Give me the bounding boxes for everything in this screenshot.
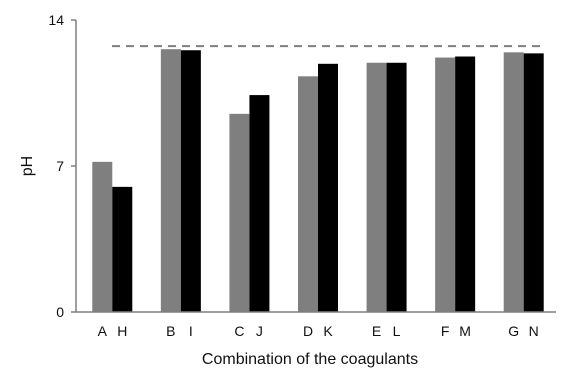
y-tick-label: 0	[56, 304, 64, 320]
bars-layer	[92, 49, 544, 312]
x-tick-label-B: B	[166, 323, 175, 339]
x-tick-label-G: G	[508, 323, 519, 339]
y-tick-label: 7	[56, 158, 64, 174]
bar-G	[503, 52, 524, 312]
x-tick-label-J: J	[256, 323, 263, 339]
bar-E	[366, 62, 387, 312]
bar-A	[92, 161, 113, 312]
x-axis-title: Combination of the coagulants	[202, 351, 418, 368]
y-axis-title: pH	[19, 156, 36, 176]
x-tick-label-K: K	[323, 323, 333, 339]
bar-K	[318, 63, 338, 312]
bar-F	[435, 57, 456, 312]
bar-N	[523, 53, 544, 312]
bar-L	[386, 62, 407, 312]
bar-M	[455, 56, 476, 312]
bar-I	[180, 50, 201, 312]
x-tick-label-D: D	[303, 323, 313, 339]
x-tick-label-L: L	[393, 323, 401, 339]
y-tick-label: 14	[48, 12, 64, 28]
x-tick-label-N: N	[529, 323, 539, 339]
x-tick-label-F: F	[441, 323, 450, 339]
x-tick-label-I: I	[189, 323, 193, 339]
x-tick-label-C: C	[234, 323, 244, 339]
ticks-layer: A H B I C J D K E L F M G N 0 7 14	[48, 12, 538, 339]
x-tick-label-M: M	[459, 323, 471, 339]
bar-B	[160, 49, 181, 312]
bar-D	[298, 76, 318, 312]
x-tick-label-A: A	[98, 323, 108, 339]
bar-H	[112, 186, 133, 312]
x-tick-label-E: E	[372, 323, 381, 339]
x-tick-label-H: H	[117, 323, 127, 339]
bar-C	[229, 113, 250, 312]
bar-J	[249, 95, 270, 312]
